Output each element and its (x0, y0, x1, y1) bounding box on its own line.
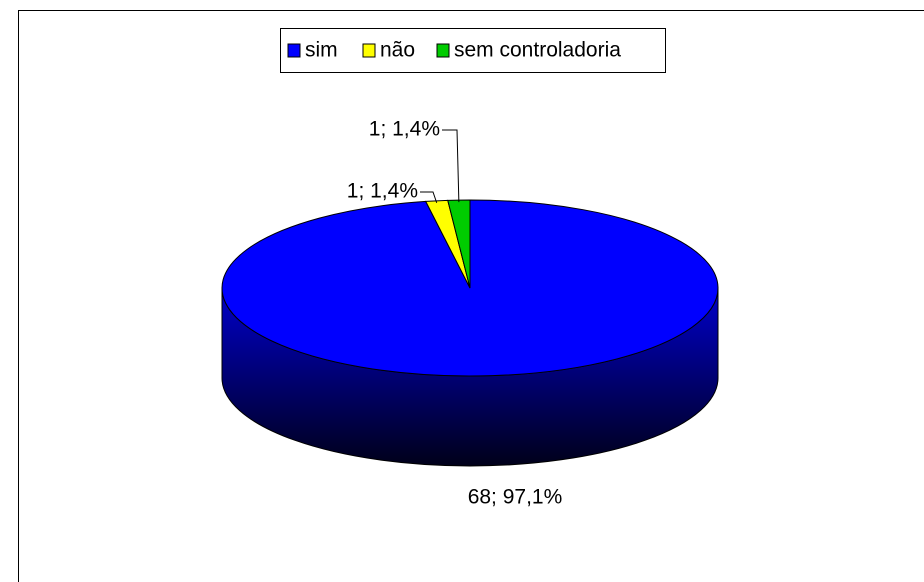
data-label: 1; 1,4% (347, 180, 418, 203)
legend-label: não (380, 39, 415, 62)
data-label: 68; 97,1% (468, 486, 563, 509)
legend-swatch (436, 43, 450, 58)
legend-label: sim (305, 39, 338, 62)
legend-label: sem controladoria (454, 39, 621, 62)
legend-box (280, 28, 666, 73)
legend-swatch (287, 43, 301, 58)
leader-line (420, 191, 438, 203)
data-label: 1; 1,4% (369, 118, 440, 141)
leader-line (442, 129, 460, 203)
legend-swatch (362, 43, 376, 58)
